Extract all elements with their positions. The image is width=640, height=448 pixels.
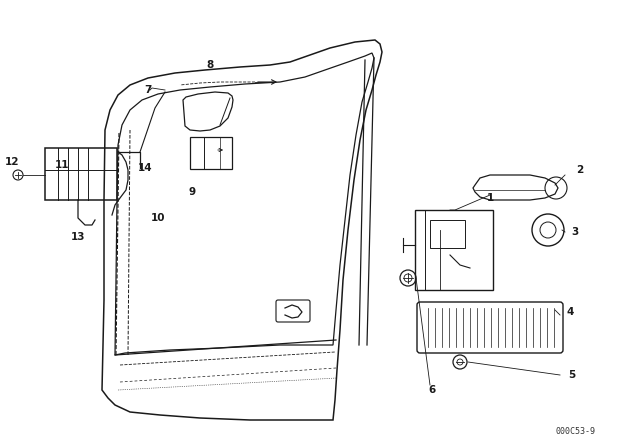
Text: 5: 5 xyxy=(568,370,575,380)
Text: 10: 10 xyxy=(151,213,165,223)
Text: 14: 14 xyxy=(138,163,152,173)
Text: 3: 3 xyxy=(572,227,579,237)
Text: 12: 12 xyxy=(4,157,19,167)
Text: 8: 8 xyxy=(206,60,214,70)
Text: 000C53-9: 000C53-9 xyxy=(556,427,596,436)
Text: 1: 1 xyxy=(486,193,493,203)
Text: 13: 13 xyxy=(71,232,85,242)
Text: 7: 7 xyxy=(144,85,152,95)
Text: 11: 11 xyxy=(55,160,69,170)
Text: 4: 4 xyxy=(566,307,573,317)
Text: 2: 2 xyxy=(577,165,584,175)
Text: 6: 6 xyxy=(428,385,436,395)
Text: 9: 9 xyxy=(188,187,196,197)
